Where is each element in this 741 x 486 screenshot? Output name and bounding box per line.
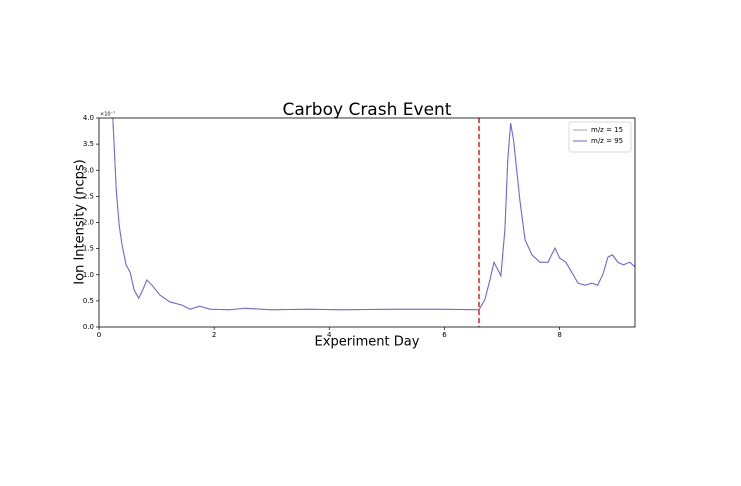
x-tick-label: 2	[212, 331, 216, 339]
y-tick-label: 0.0	[83, 323, 94, 331]
y-tick-label: 0.5	[83, 297, 94, 305]
y-tick-label: 3.5	[83, 140, 94, 148]
y-tick-label: 2.0	[83, 219, 94, 227]
x-tick-label: 6	[442, 331, 447, 339]
y-tick-label: 1.0	[83, 271, 94, 279]
y-tick-label: 3.0	[83, 166, 94, 174]
legend-label: m/z = 95	[591, 137, 623, 145]
y-tick-label: 1.5	[83, 245, 94, 253]
x-tick-label: 8	[557, 331, 561, 339]
y-offset-text: ×10⁻⁷	[100, 112, 115, 118]
series-line	[112, 117, 636, 311]
x-axis-label: Experiment Day	[315, 335, 420, 350]
x-tick-label: 4	[327, 331, 332, 339]
y-tick-label: 2.5	[83, 192, 94, 200]
y-tick-label: 4.0	[83, 114, 94, 122]
plot-frame	[98, 117, 636, 328]
series-line	[112, 117, 636, 311]
x-tick-label: 0	[97, 331, 101, 339]
y-axis-label: Ion Intensity (ncps)	[73, 159, 88, 284]
chart-title: Carboy Crash Event	[283, 100, 452, 120]
legend-label: m/z = 15	[591, 126, 623, 134]
